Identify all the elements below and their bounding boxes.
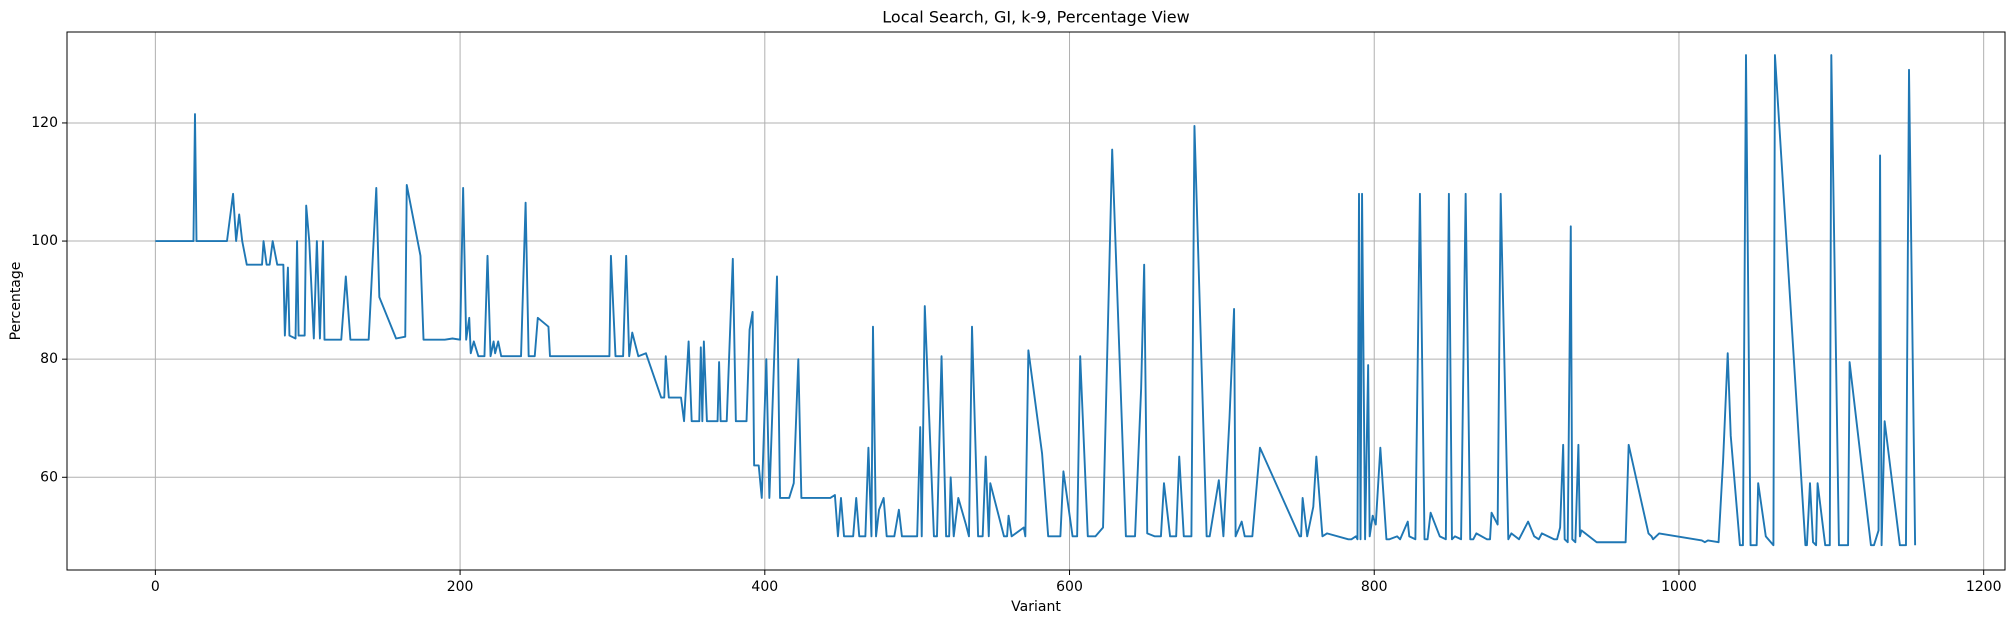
x-tick-label: 1000 [1661, 579, 1697, 595]
x-tick-label: 1200 [1966, 579, 2002, 595]
y-tick-label: 80 [40, 351, 58, 367]
y-tick-label: 120 [31, 115, 58, 131]
x-tick-label: 400 [751, 579, 778, 595]
x-tick-label: 200 [447, 579, 474, 595]
x-tick-label: 600 [1056, 579, 1083, 595]
x-tick-label: 800 [1361, 579, 1388, 595]
y-axis-label: Percentage [8, 262, 24, 341]
line-series [155, 54, 1917, 547]
plot-frame [66, 31, 2006, 571]
y-tick-label: 60 [40, 469, 58, 485]
x-axis-label: Variant [1011, 599, 1061, 615]
chart-title: Local Search, GI, k-9, Percentage View [882, 8, 1189, 27]
y-tick-label: 100 [31, 233, 58, 249]
x-tick-label: 0 [151, 579, 160, 595]
